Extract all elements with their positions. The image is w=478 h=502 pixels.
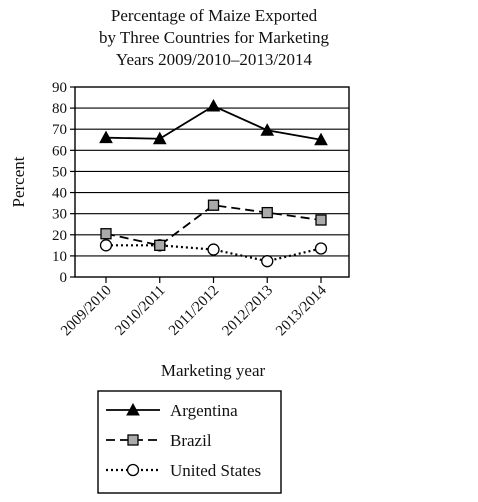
data-point-argentina bbox=[314, 132, 328, 146]
x-tick-label: 2012/2013 bbox=[219, 283, 276, 340]
data-point-united-states bbox=[99, 239, 113, 252]
data-point-united-states bbox=[261, 255, 274, 268]
series-brazil bbox=[100, 199, 327, 251]
x-tick-label: 2009/2010 bbox=[58, 283, 115, 340]
data-point-brazil bbox=[315, 214, 327, 226]
data-point-argentina bbox=[260, 123, 275, 136]
chart-title: Percentage of Maize Exported by Three Co… bbox=[99, 6, 330, 69]
chart-title-line-3: Years 2009/2010–2013/2014 bbox=[116, 50, 313, 69]
x-axis-label: Marketing year bbox=[161, 361, 266, 380]
x-axis-ticks: 2009/20102010/20112011/20122012/20132013… bbox=[58, 277, 330, 339]
series-argentina bbox=[99, 98, 328, 146]
y-tick-label: 50 bbox=[52, 164, 67, 180]
x-tick-label: 2013/2014 bbox=[273, 282, 330, 339]
y-tick-label: 10 bbox=[52, 249, 67, 265]
grid-lines bbox=[75, 107, 349, 257]
data-point-brazil bbox=[100, 228, 112, 240]
series-line-brazil bbox=[105, 204, 322, 247]
series-line-united-states bbox=[106, 244, 322, 263]
legend-label-united-states: United States bbox=[170, 461, 261, 480]
y-tick-label: 0 bbox=[60, 270, 68, 286]
chart-title-line-1: Percentage of Maize Exported bbox=[111, 6, 318, 25]
legend: Argentina Brazil United States bbox=[97, 390, 282, 494]
data-point-argentina bbox=[206, 98, 221, 112]
data-point-united-states bbox=[314, 242, 328, 255]
legend-label-argentina: Argentina bbox=[170, 401, 238, 420]
legend-item-brazil: Brazil bbox=[106, 431, 212, 450]
legend-marker-brazil bbox=[127, 434, 139, 446]
legend-marker-united-states bbox=[126, 463, 140, 477]
data-point-argentina bbox=[152, 131, 167, 145]
y-tick-label: 90 bbox=[52, 80, 67, 96]
x-tick-label: 2010/2011 bbox=[112, 283, 168, 339]
y-tick-label: 30 bbox=[52, 207, 67, 223]
y-axis-label: Percent bbox=[9, 156, 28, 207]
data-point-united-states bbox=[207, 243, 220, 256]
y-tick-label: 40 bbox=[52, 186, 67, 202]
legend-label-brazil: Brazil bbox=[170, 431, 212, 450]
x-tick-label: 2011/2012 bbox=[166, 283, 222, 339]
data-point-brazil bbox=[207, 199, 220, 211]
legend-item-argentina: Argentina bbox=[106, 401, 238, 420]
y-tick-label: 80 bbox=[52, 101, 67, 117]
y-tick-label: 20 bbox=[52, 228, 67, 244]
data-point-brazil bbox=[261, 206, 273, 219]
chart-title-line-2: by Three Countries for Marketing bbox=[99, 28, 330, 47]
series-layer bbox=[99, 98, 328, 268]
plot-area-frame bbox=[74, 86, 350, 278]
y-tick-label: 70 bbox=[52, 122, 67, 138]
data-point-argentina bbox=[99, 130, 113, 144]
y-tick-label: 60 bbox=[52, 143, 67, 159]
legend-item-united-states: United States bbox=[106, 461, 261, 480]
series-united-states bbox=[99, 239, 328, 268]
y-axis-ticks: 0 10 20 30 40 50 60 70 80 90 bbox=[52, 80, 75, 286]
legend-marker-argentina bbox=[126, 402, 140, 416]
data-point-brazil bbox=[154, 239, 166, 251]
